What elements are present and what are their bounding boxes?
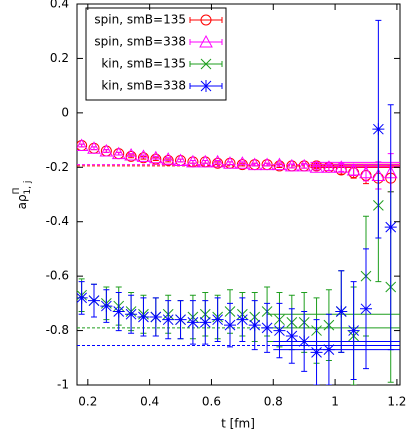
marker xyxy=(236,313,249,326)
y-tick-label: -0.6 xyxy=(46,269,69,283)
plot-area xyxy=(77,19,400,385)
marker xyxy=(273,160,285,172)
marker xyxy=(260,157,274,171)
legend-label: kin, smB=338 xyxy=(101,79,186,93)
y-tick-label: -0.2 xyxy=(46,160,69,174)
marker xyxy=(297,158,312,172)
y-label-sub: 1, j xyxy=(23,181,33,195)
y-axis-label: aρΠ1, j xyxy=(12,181,33,210)
marker xyxy=(186,154,200,168)
marker xyxy=(223,156,237,169)
marker xyxy=(77,138,89,152)
x-tick-label: 1 xyxy=(331,395,339,409)
legend-errorbar xyxy=(189,17,223,23)
marker xyxy=(125,308,138,321)
marker xyxy=(173,153,188,166)
marker xyxy=(224,319,236,332)
marker xyxy=(198,154,213,168)
marker xyxy=(137,152,149,164)
marker xyxy=(162,154,174,166)
marker xyxy=(284,158,299,172)
marker xyxy=(148,150,163,164)
y-label-sup: Π xyxy=(12,188,22,195)
x-tick-label: 0.8 xyxy=(264,395,283,409)
marker xyxy=(235,156,250,169)
marker xyxy=(211,313,224,326)
error-bar xyxy=(103,149,110,153)
y-tick-label: -0.8 xyxy=(46,323,69,337)
legend-label: kin, smB=135 xyxy=(101,57,186,71)
error-bar xyxy=(115,151,122,156)
marker xyxy=(100,300,113,313)
marker xyxy=(125,150,137,162)
x-tick-label: 1.2 xyxy=(387,395,406,409)
plot-frame xyxy=(76,3,401,386)
marker xyxy=(112,305,125,318)
error-bar xyxy=(78,143,85,148)
marker xyxy=(210,154,225,168)
marker xyxy=(247,157,262,171)
y-tick-label: 0.2 xyxy=(50,51,69,65)
x-axis-label: t [fm] xyxy=(221,417,255,431)
legend-label: spin, smB=135 xyxy=(94,13,186,27)
legend-marker xyxy=(200,80,212,92)
marker xyxy=(88,294,100,307)
marker xyxy=(273,324,286,337)
marker xyxy=(248,319,261,332)
y-tick-label: -1 xyxy=(57,378,69,392)
marker xyxy=(186,316,199,329)
x-tick-label: 0.6 xyxy=(202,395,221,409)
marker xyxy=(359,165,373,179)
legend-errorbar xyxy=(189,39,223,45)
marker xyxy=(212,157,224,169)
marker xyxy=(136,149,151,162)
marker xyxy=(334,160,349,173)
marker xyxy=(261,321,274,334)
x-tick-label: 0.4 xyxy=(140,395,159,409)
error-bar xyxy=(189,159,196,164)
error-bar xyxy=(227,161,233,166)
marker xyxy=(285,330,298,343)
error-bar xyxy=(338,162,345,172)
marker xyxy=(372,123,385,136)
error-bar xyxy=(91,146,97,151)
marker xyxy=(124,147,138,161)
marker xyxy=(161,152,176,165)
marker xyxy=(87,141,101,154)
marker xyxy=(137,310,150,323)
y-tick-label: -0.4 xyxy=(46,214,69,228)
marker xyxy=(384,221,397,234)
marker xyxy=(111,146,126,160)
marker xyxy=(150,153,162,165)
legend-label: spin, smB=338 xyxy=(94,35,186,49)
legend-marker xyxy=(200,14,212,26)
y-label-main: aρ xyxy=(15,194,29,209)
marker xyxy=(162,313,175,326)
marker xyxy=(174,313,187,326)
marker xyxy=(322,343,335,356)
marker xyxy=(360,302,372,315)
marker xyxy=(322,160,336,173)
marker xyxy=(272,157,287,171)
marker xyxy=(335,305,348,318)
x-tick-label: 0.2 xyxy=(78,395,97,409)
legend-marker xyxy=(200,58,212,70)
marker xyxy=(310,346,323,359)
legend-marker xyxy=(199,34,213,48)
error-bar xyxy=(177,158,184,163)
marker xyxy=(77,291,88,304)
marker xyxy=(346,162,361,176)
marker xyxy=(99,143,114,157)
marker xyxy=(347,324,360,337)
y-tick-label: 0 xyxy=(61,105,69,119)
marker xyxy=(149,310,162,323)
error-bar xyxy=(202,159,209,164)
marker xyxy=(199,316,212,329)
marker xyxy=(309,160,324,173)
marker xyxy=(298,335,311,348)
y-tick-label: 0.4 xyxy=(50,0,69,11)
